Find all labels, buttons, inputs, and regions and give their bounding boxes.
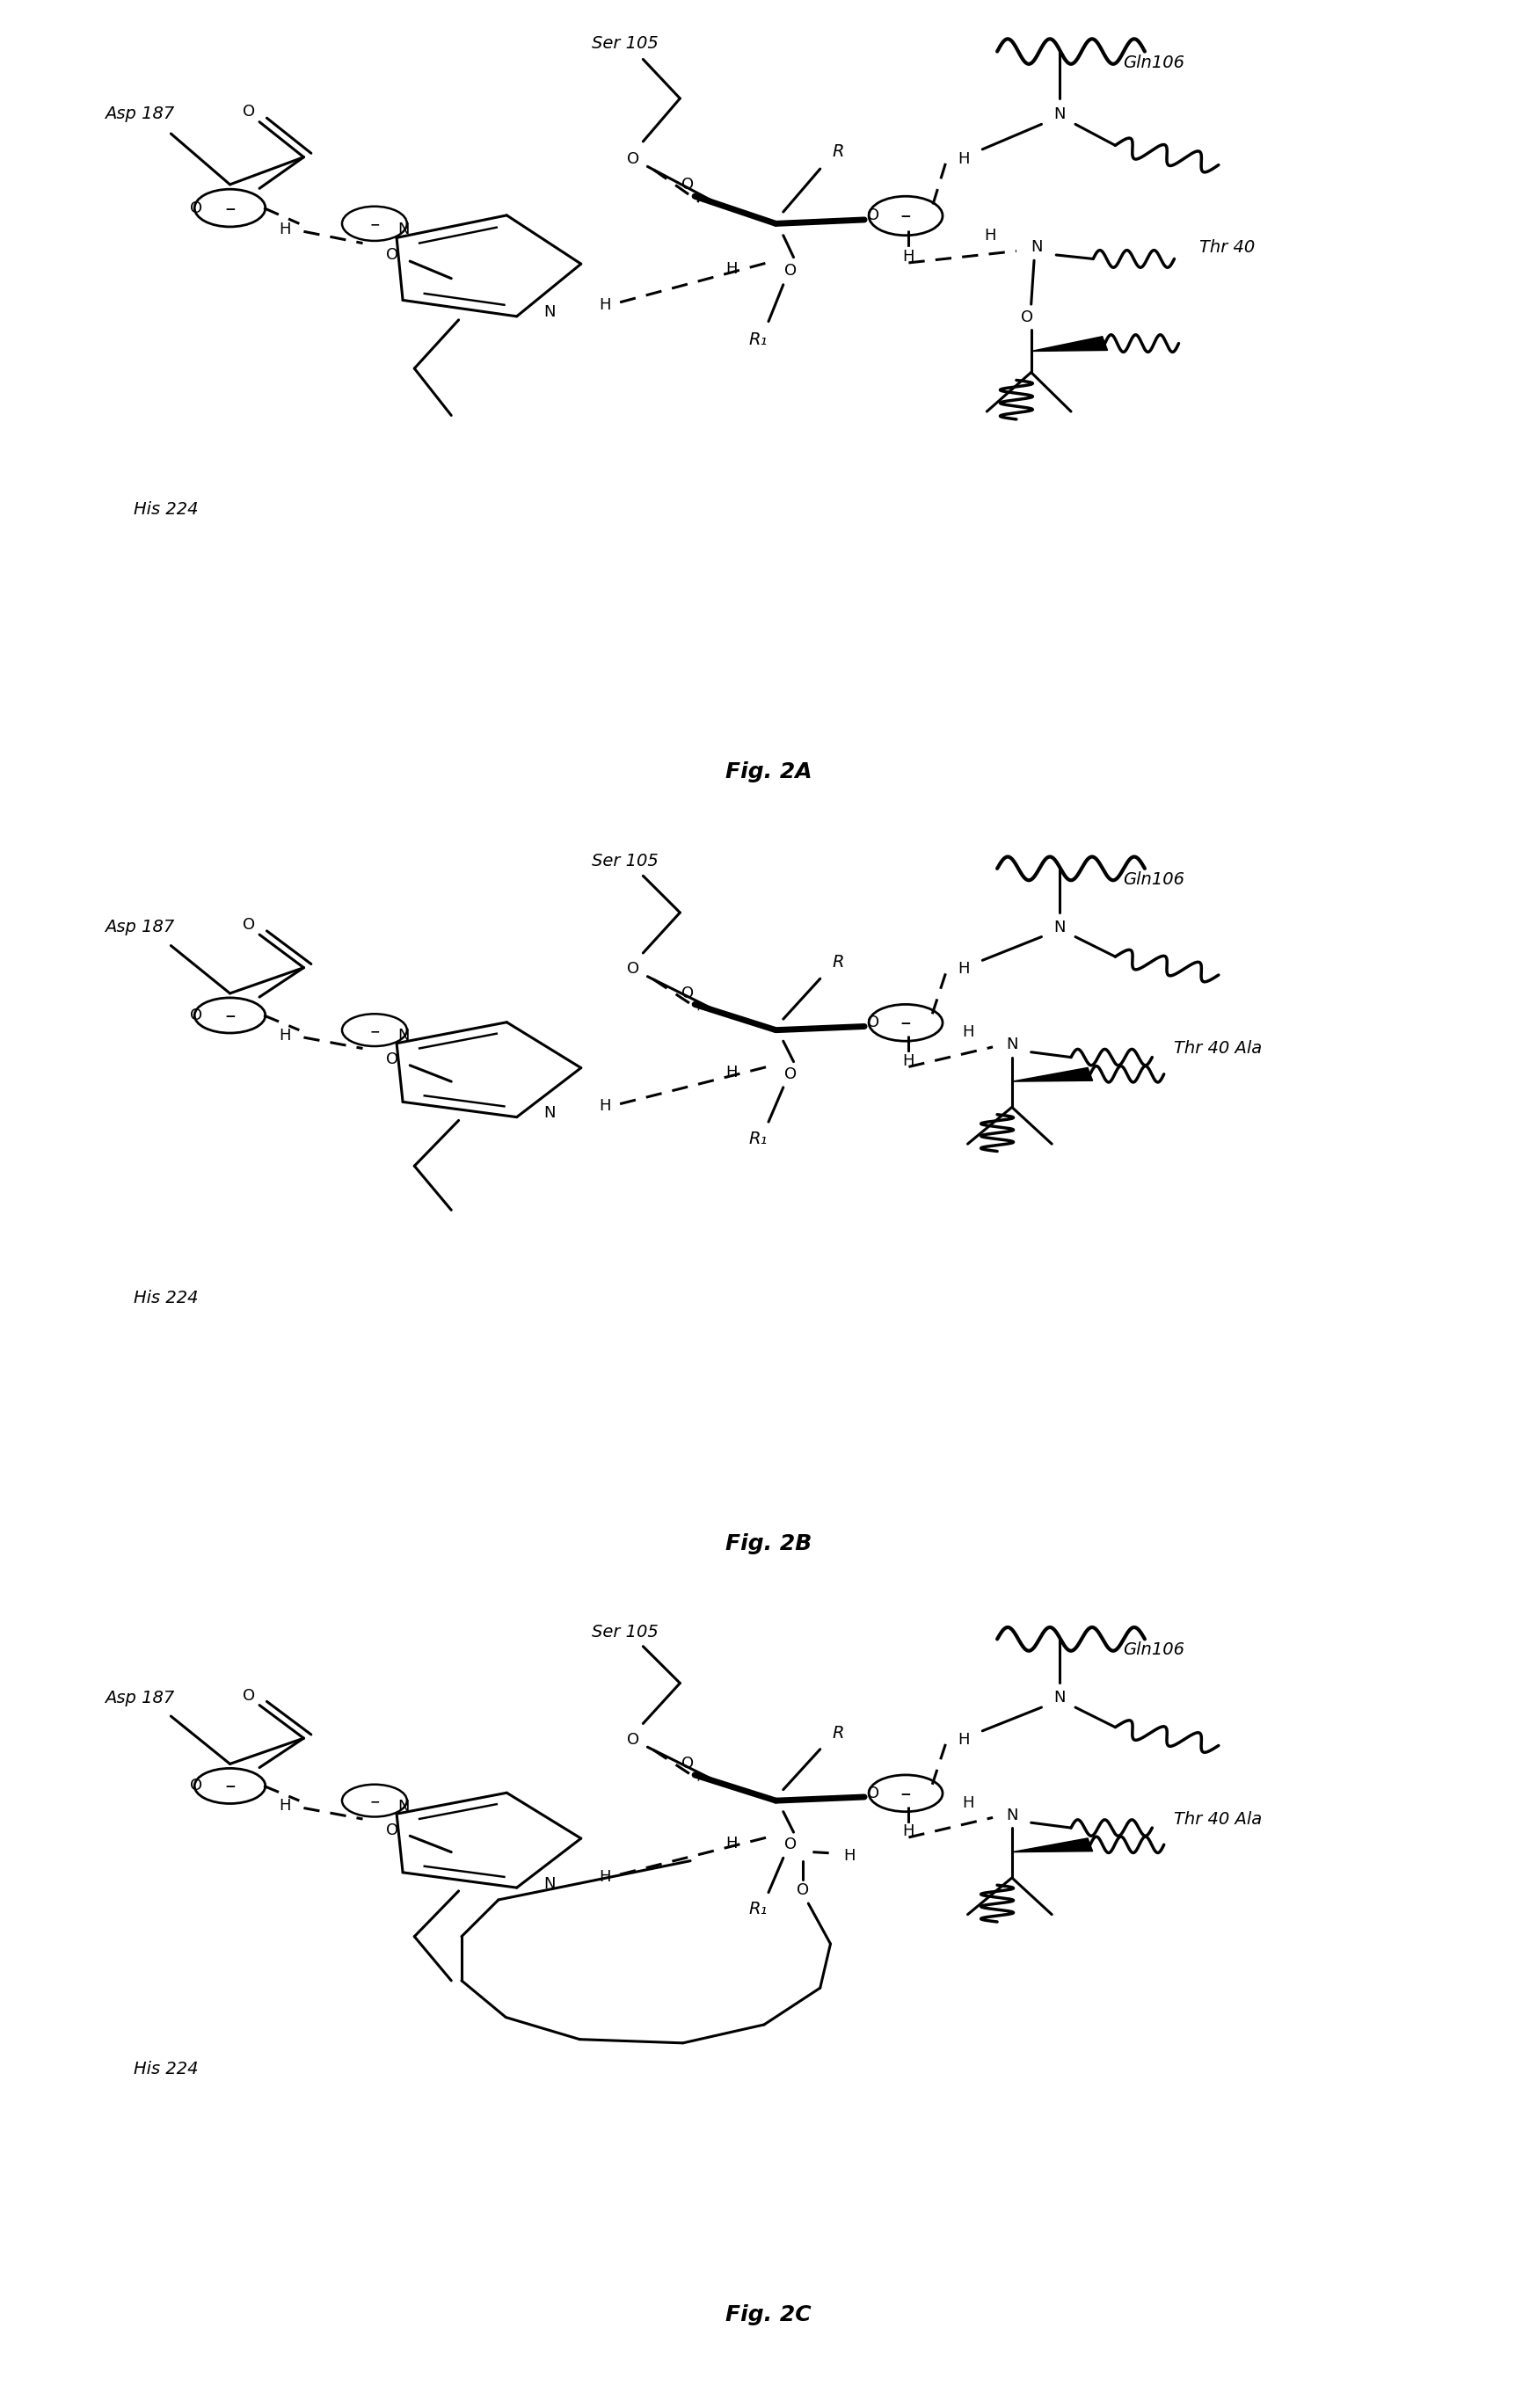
Polygon shape (1011, 1837, 1093, 1852)
Text: O: O (867, 207, 879, 224)
Text: His 224: His 224 (134, 2061, 198, 2078)
Text: O: O (784, 1067, 796, 1081)
Text: O: O (627, 152, 639, 166)
Text: Ser 105: Ser 105 (592, 852, 658, 869)
Text: Fig. 2A: Fig. 2A (725, 761, 812, 783)
Text: O: O (867, 1014, 879, 1031)
Text: N: N (1053, 920, 1065, 934)
Text: O: O (627, 961, 639, 978)
Text: Asp 187: Asp 187 (105, 1690, 174, 1707)
Text: O: O (189, 200, 203, 217)
Text: H: H (962, 1794, 973, 1811)
Text: Thr 40 Ala: Thr 40 Ala (1174, 1811, 1262, 1828)
Text: Gln106: Gln106 (1122, 872, 1183, 889)
Text: His 224: His 224 (134, 1291, 198, 1308)
Text: Thr 40: Thr 40 (1199, 238, 1256, 255)
Text: H: H (599, 1098, 612, 1115)
Text: N: N (543, 303, 555, 320)
Text: N: N (398, 1799, 410, 1813)
Text: O: O (189, 1777, 203, 1794)
Text: O: O (627, 1731, 639, 1748)
Text: −: − (369, 1796, 380, 1808)
Text: N: N (1007, 1038, 1017, 1052)
Text: N: N (543, 1105, 555, 1122)
Polygon shape (1031, 337, 1108, 352)
Text: O: O (386, 248, 398, 262)
Text: R: R (832, 1724, 844, 1741)
Text: −: − (224, 1780, 235, 1794)
Text: O: O (796, 1883, 808, 1898)
Text: H: H (725, 1835, 738, 1852)
Text: Ser 105: Ser 105 (592, 36, 658, 53)
Text: Thr 40 Ala: Thr 40 Ala (1174, 1040, 1262, 1057)
Text: H: H (984, 226, 996, 243)
Text: R₁: R₁ (749, 1129, 767, 1146)
Text: H: H (599, 1869, 612, 1885)
Text: Gln106: Gln106 (1122, 55, 1183, 72)
Text: His 224: His 224 (134, 501, 198, 518)
Text: H: H (725, 260, 738, 277)
Text: H: H (725, 1064, 738, 1081)
Text: H: H (278, 1799, 290, 1813)
Text: −: − (224, 202, 235, 217)
Text: H: H (962, 1023, 973, 1040)
Text: O: O (1021, 311, 1033, 325)
Text: Asp 187: Asp 187 (105, 920, 174, 937)
Text: Fig. 2C: Fig. 2C (725, 2304, 812, 2326)
Text: H: H (958, 152, 970, 166)
Text: O: O (784, 262, 796, 279)
Text: H: H (278, 1028, 290, 1043)
Text: −: − (369, 219, 380, 231)
Text: H: H (958, 961, 970, 978)
Text: N: N (1031, 238, 1044, 255)
Text: Ser 105: Ser 105 (592, 1623, 658, 1640)
Text: H: H (958, 1731, 970, 1748)
Text: −: − (901, 209, 911, 224)
Text: O: O (386, 1823, 398, 1837)
Text: R: R (832, 144, 844, 159)
Text: −: − (901, 1789, 911, 1801)
Text: O: O (784, 1837, 796, 1852)
Text: H: H (599, 296, 612, 313)
Text: R₁: R₁ (749, 1900, 767, 1917)
Text: −: − (224, 1009, 235, 1023)
Text: O: O (681, 176, 693, 193)
Text: R₁: R₁ (749, 332, 767, 347)
Text: N: N (1053, 106, 1065, 123)
Text: O: O (243, 917, 255, 932)
Text: N: N (398, 1028, 410, 1043)
Text: H: H (844, 1847, 856, 1864)
Text: H: H (278, 222, 290, 236)
Text: Fig. 2B: Fig. 2B (725, 1534, 812, 1556)
Text: O: O (681, 1755, 693, 1772)
Text: N: N (543, 1876, 555, 1893)
Text: N: N (1007, 1808, 1017, 1823)
Text: O: O (386, 1052, 398, 1067)
Text: Asp 187: Asp 187 (105, 106, 174, 123)
Text: N: N (398, 222, 410, 238)
Text: O: O (867, 1784, 879, 1801)
Polygon shape (1011, 1067, 1093, 1081)
Text: N: N (1053, 1690, 1065, 1705)
Text: H: H (902, 248, 915, 265)
Text: H: H (902, 1823, 915, 1840)
Text: −: − (901, 1019, 911, 1031)
Text: H: H (902, 1052, 915, 1069)
Text: O: O (189, 1007, 203, 1023)
Text: O: O (243, 1688, 255, 1702)
Text: O: O (681, 985, 693, 1002)
Text: −: − (369, 1026, 380, 1038)
Text: O: O (243, 104, 255, 120)
Text: Gln106: Gln106 (1122, 1642, 1183, 1659)
Text: R: R (832, 954, 844, 970)
